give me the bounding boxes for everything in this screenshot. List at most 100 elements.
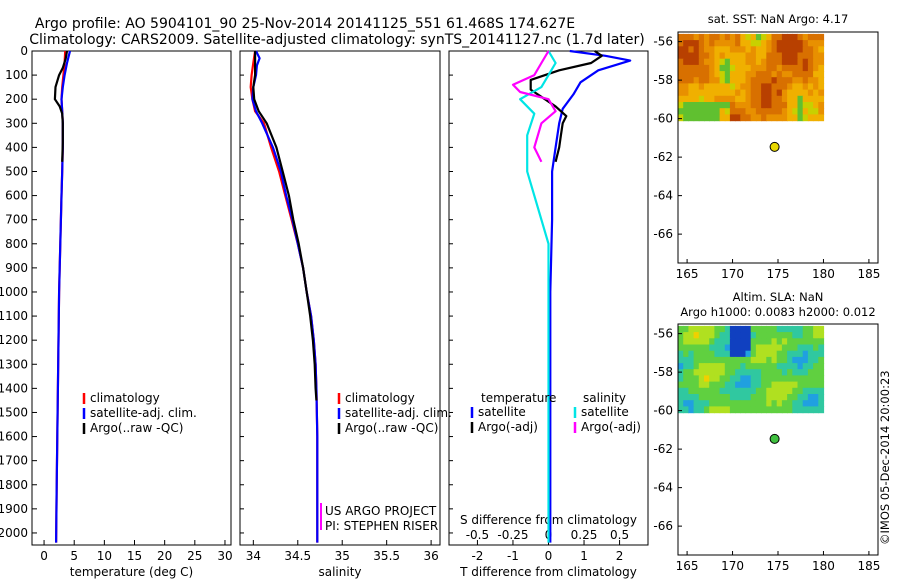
sst_map-cell <box>735 89 741 97</box>
depth-ytick-label: 1500 <box>0 405 28 419</box>
sla_map-cell <box>714 375 721 383</box>
sst_map-cell <box>807 77 814 84</box>
sst_map-cell <box>683 108 689 115</box>
sla_map-cell <box>781 369 788 376</box>
sla_map-cell <box>704 375 710 383</box>
salinity-xtick-label: 35.5 <box>373 549 400 563</box>
sla_map-cell <box>719 332 726 339</box>
sla_map-cell <box>714 344 721 352</box>
sst_map-cell <box>745 58 752 66</box>
sla_map-cell <box>807 350 814 358</box>
sst_map-cell <box>766 52 773 60</box>
sst_map-cell <box>781 64 788 72</box>
sla_map-cell <box>807 338 814 346</box>
sla_map-cell <box>766 394 773 401</box>
sst_map-cell <box>735 83 741 91</box>
sst_map-cell <box>813 83 819 91</box>
sla_map-cell <box>704 394 710 401</box>
sst_map-cell <box>771 64 778 72</box>
sst_map-cell <box>678 108 684 115</box>
difference-xtick-label: -2 <box>471 549 483 563</box>
sla_map-cell <box>792 344 799 352</box>
sla_map-cell <box>755 381 762 389</box>
sst_map-cell <box>787 46 793 54</box>
sla_map-cell <box>766 400 773 407</box>
difference-s-tick-label: -0.25 <box>497 528 528 542</box>
sst_map-cell <box>678 33 684 41</box>
sla_map-cell <box>729 332 736 339</box>
sla_map-cell <box>683 375 689 383</box>
depth-ytick-label: 100 <box>5 68 28 82</box>
sla_map-cell <box>729 344 736 352</box>
sst_map-cell <box>792 64 799 72</box>
difference-temperature-legend-label: Argo(-adj) <box>478 420 538 434</box>
sla_map-cell <box>688 325 695 333</box>
sst_map-cell <box>750 40 757 47</box>
sla_map-cell <box>818 400 825 407</box>
sst_map-cell <box>688 33 695 41</box>
sst_map-cell <box>761 46 767 54</box>
salinity-xlabel: salinity <box>318 565 361 579</box>
depth-ytick-label: 700 <box>5 213 28 227</box>
sst_map-cell <box>802 89 809 97</box>
sla_map-cell <box>750 381 757 389</box>
sla_map-cell <box>678 381 684 389</box>
sst_map-cell <box>693 108 700 115</box>
sst_map-cell <box>709 89 715 97</box>
sla_map-cell <box>683 406 689 414</box>
sla_map-cell <box>802 325 809 333</box>
sst_map-cell <box>766 71 773 78</box>
difference-series-salinity-satellite <box>519 50 557 543</box>
sla_map-cell <box>735 387 741 395</box>
sla_map-cell <box>688 344 695 352</box>
sla_map-cell <box>683 400 689 407</box>
sst_map-cell <box>693 52 700 60</box>
sla_map-cell <box>709 344 715 352</box>
sla_map-cell <box>797 363 804 370</box>
sst_map-cell <box>787 33 793 41</box>
sla_map-cell <box>714 356 721 364</box>
sst_map-cell <box>729 89 736 97</box>
sst_map-cell <box>740 64 747 72</box>
sst_map-cell <box>771 102 778 109</box>
sla_map-cell <box>792 369 799 376</box>
sla_map-cell <box>704 369 710 376</box>
sla_map-cell <box>802 338 809 346</box>
sst_map-cell <box>750 46 757 54</box>
sla_map-cell <box>781 394 788 401</box>
sst_map-cell <box>750 83 757 91</box>
sla_map-cell <box>729 400 736 407</box>
sla_map-cell <box>797 356 804 364</box>
sla_map-cell <box>678 400 684 407</box>
sst_map-cell <box>792 108 799 115</box>
sst_map-heatmap <box>678 33 825 122</box>
sla_map-cell <box>792 332 799 339</box>
sla_map-cell <box>813 406 819 414</box>
sst_map-cell <box>745 52 752 60</box>
sst_map-cell <box>766 83 773 91</box>
sla_map-cell <box>735 363 741 370</box>
sst_map-cell <box>818 46 825 54</box>
sst_map-cell <box>729 46 736 54</box>
sla_map-cell <box>755 356 762 364</box>
sla_map-cell <box>807 332 814 339</box>
sla_map-cell <box>740 363 747 370</box>
sst_map-cell <box>813 64 819 72</box>
sla_map-cell <box>745 381 752 389</box>
sst_map-cell <box>792 102 799 109</box>
sst_map-cell <box>818 52 825 60</box>
sst_map-cell <box>787 83 793 91</box>
sla_map-cell <box>714 369 721 376</box>
sla_map-cell <box>709 350 715 358</box>
sla_map-cell <box>704 363 710 370</box>
temperature-legend-label: Argo(..raw -QC) <box>90 421 183 435</box>
sst_map-cell <box>766 64 773 72</box>
sla_map-cell <box>740 400 747 407</box>
sla_map-cell <box>735 350 741 358</box>
sla_map-cell <box>704 344 710 352</box>
difference-series-temperature-argo-adj- <box>529 50 603 163</box>
sst_map-cell <box>781 33 788 41</box>
sst_map-cell <box>797 102 804 109</box>
sst_map-cell <box>704 95 710 103</box>
difference-s-tick-label: 0.5 <box>610 528 629 542</box>
